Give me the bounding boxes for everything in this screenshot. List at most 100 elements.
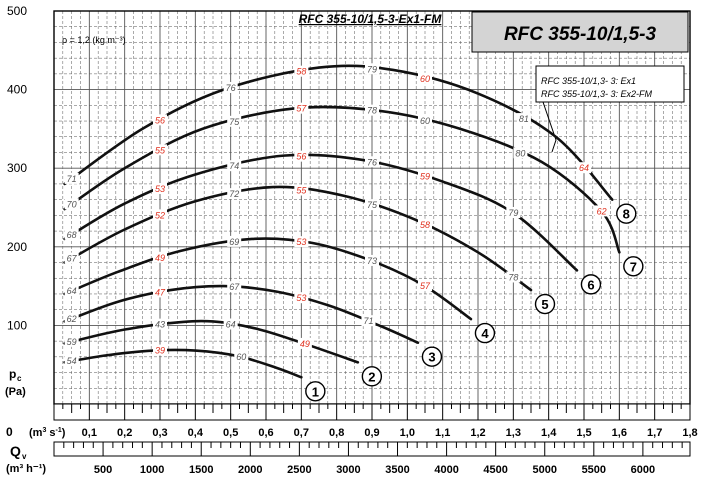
efficiency-label: 78 bbox=[508, 272, 518, 282]
efficiency-label: 72 bbox=[229, 189, 239, 199]
chart-title: RFC 355-10/1,5-3 bbox=[504, 24, 657, 45]
efficiency-label: 80 bbox=[515, 148, 525, 158]
x-axis-2-tick-label: 5500 bbox=[582, 464, 606, 476]
efficiency-label: 78 bbox=[367, 106, 377, 116]
series-marker-circle bbox=[361, 366, 383, 387]
chart-subtitle: RFC 355-10/1,5-3-Ex1-FM bbox=[299, 12, 443, 26]
x-axis-2-tick-label: 4500 bbox=[483, 464, 507, 476]
efficiency-label-bg bbox=[64, 172, 79, 184]
x-axis-1-tick-label: 1,8 bbox=[682, 427, 697, 439]
efficiency-label: 59 bbox=[420, 172, 430, 182]
efficiency-label: 67 bbox=[229, 282, 240, 292]
efficiency-label-bg bbox=[227, 188, 242, 200]
efficiency-label: 71 bbox=[363, 316, 373, 326]
series-marker-label: 4 bbox=[481, 326, 489, 341]
efficiency-label: 54 bbox=[67, 356, 77, 366]
efficiency-label-bg bbox=[506, 271, 521, 283]
series-marker-label: 3 bbox=[428, 350, 435, 365]
x-axis-1-tick-label: 1,4 bbox=[541, 427, 557, 439]
x-axis-2-tick-label: 3000 bbox=[336, 464, 360, 476]
efficiency-label: 71 bbox=[67, 174, 77, 184]
x-axis-2-unit: (m³ h⁻¹) bbox=[6, 463, 46, 475]
efficiency-label: 75 bbox=[367, 200, 378, 210]
x-axis-1-tick-label: 0,5 bbox=[223, 427, 238, 439]
series-marker-label: 6 bbox=[587, 277, 594, 292]
efficiency-label: 43 bbox=[155, 320, 165, 330]
efficiency-label-bg bbox=[418, 218, 432, 230]
x-axis-2-tick-labels: 500 1000 1500 2000 2500 3000 3500 4000 4500 5000 5… bbox=[94, 464, 655, 476]
efficiency-label-bg bbox=[594, 205, 609, 217]
efficiency-label-bg bbox=[516, 113, 531, 125]
efficiency-label: 60 bbox=[420, 116, 430, 126]
series-7: 70 55 75 57 78 60 80 62 7 bbox=[63, 102, 644, 277]
efficiency-label: 60 bbox=[420, 74, 430, 84]
density-note: ρ = 1,2 (kg m⁻³) bbox=[62, 35, 126, 45]
x-axis-1-tick-label: 0,1 bbox=[82, 427, 97, 439]
efficiency-label-bg bbox=[294, 150, 309, 162]
efficiency-label-bg bbox=[418, 170, 432, 182]
y-tick-label: 200 bbox=[7, 240, 27, 254]
fan-curve bbox=[63, 64, 614, 201]
series-4: 64 49 69 53 73 57 4 bbox=[63, 235, 496, 344]
efficiency-label: 62 bbox=[597, 206, 607, 216]
efficiency-label: 57 bbox=[420, 281, 431, 291]
legend-line-2: RFC 355-10/1,3- 3: Ex2-FM bbox=[541, 89, 653, 99]
efficiency-label-bg bbox=[153, 209, 167, 221]
x-axis-2-tick-label: 500 bbox=[94, 464, 112, 476]
x-axis-1-tick-label: 0,7 bbox=[294, 427, 309, 439]
series-marker-circle bbox=[474, 322, 496, 344]
efficiency-label-bg bbox=[365, 254, 379, 266]
efficiency-label: 53 bbox=[296, 293, 306, 303]
efficiency-label: 79 bbox=[508, 208, 518, 218]
efficiency-label: 64 bbox=[579, 163, 589, 173]
efficiency-label: 79 bbox=[367, 64, 377, 74]
x-axis-2-tick-label: 1500 bbox=[189, 464, 213, 476]
y-tick-labels: 100 200 300 400 500 bbox=[7, 4, 27, 332]
efficiency-label-bg bbox=[294, 102, 309, 114]
fan-curve bbox=[63, 348, 303, 379]
efficiency-label: 67 bbox=[67, 254, 78, 264]
efficiency-label-bg bbox=[297, 337, 312, 349]
efficiency-label-bg bbox=[227, 160, 242, 172]
efficiency-label: 75 bbox=[229, 117, 240, 127]
efficiency-label-bg bbox=[365, 156, 379, 168]
efficiency-label-bg bbox=[64, 198, 79, 210]
series-8: 71 56 76 58 79 60 81 64 8 bbox=[63, 63, 637, 224]
series-marker-circle bbox=[534, 293, 556, 315]
efficiency-label: 52 bbox=[155, 210, 165, 220]
efficiency-label-bg bbox=[418, 72, 432, 84]
x-axis-1-tick-label: 0,2 bbox=[117, 427, 132, 439]
efficiency-label: 64 bbox=[226, 319, 236, 329]
efficiency-label-bg bbox=[365, 104, 379, 116]
x-axis-2-tick-label: 2500 bbox=[287, 464, 311, 476]
efficiency-label-bg bbox=[227, 235, 242, 247]
efficiency-label: 55 bbox=[296, 186, 307, 196]
legend-pointer bbox=[542, 101, 557, 153]
x-axis-1-tick-label: 1,7 bbox=[647, 427, 662, 439]
efficiency-label: 58 bbox=[296, 67, 306, 77]
x-axis-2-tick-label: 2000 bbox=[238, 464, 262, 476]
y-tick-label: 500 bbox=[7, 4, 27, 18]
x-axis-1-tick-label: 1,6 bbox=[612, 427, 627, 439]
efficiency-label-bg bbox=[64, 355, 79, 367]
efficiency-label-bg bbox=[513, 147, 528, 159]
series-marker-label: 7 bbox=[630, 259, 637, 274]
legend-box bbox=[535, 65, 685, 103]
x-axis-1-tick-label: 1,1 bbox=[435, 427, 450, 439]
x-axis-1-tick-label: 0,3 bbox=[152, 427, 167, 439]
x-axis-2-tick-label: 5000 bbox=[532, 464, 556, 476]
efficiency-label-bg bbox=[361, 315, 376, 327]
series-marker-circle bbox=[623, 256, 644, 277]
series-marker-circle bbox=[580, 274, 602, 295]
x-axis-2-tick-label: 3500 bbox=[385, 464, 409, 476]
efficiency-label-bg bbox=[64, 312, 79, 324]
y-tick-label: 100 bbox=[7, 318, 27, 332]
efficiency-label: 55 bbox=[155, 145, 166, 155]
efficiency-label: 68 bbox=[67, 230, 77, 240]
efficiency-label-bg bbox=[153, 251, 167, 263]
efficiency-label: 70 bbox=[67, 199, 77, 209]
y-axis-label-sub: c bbox=[17, 374, 22, 383]
efficiency-label: 53 bbox=[155, 184, 165, 194]
